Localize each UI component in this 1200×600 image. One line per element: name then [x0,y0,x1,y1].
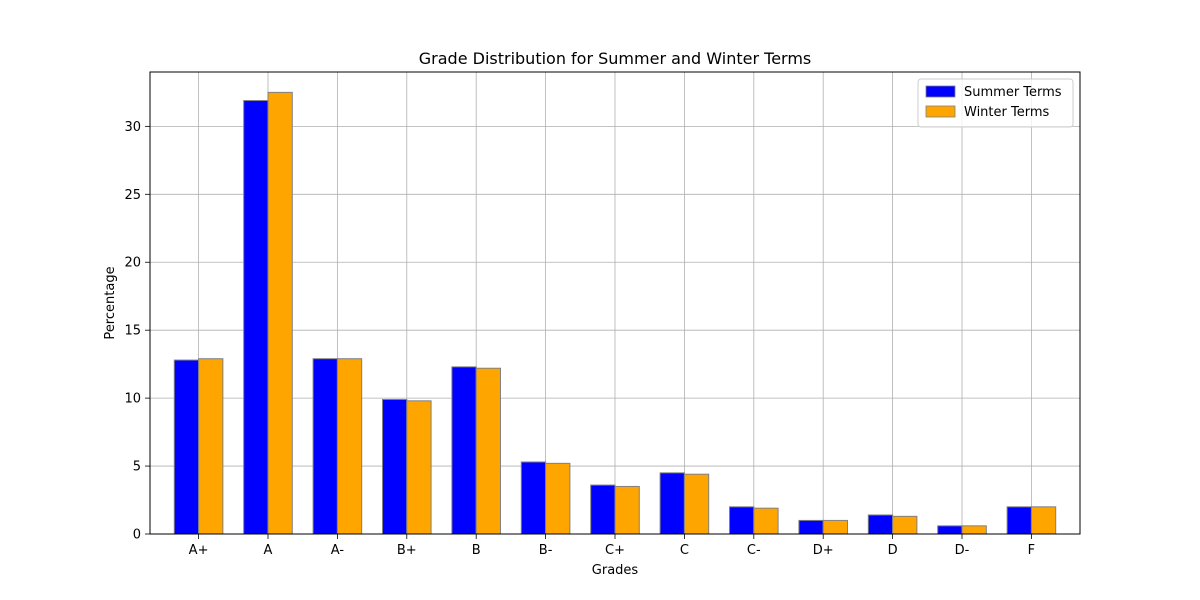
bars [173,91,1057,535]
legend-frame [917,78,1074,128]
bar-winter-terms-b-minus [545,462,571,535]
bar-summer-terms-b-plus [382,398,408,535]
bar-winter-terms-d [892,515,918,535]
x-tick-label-f: F [1028,543,1035,558]
bar-summer-terms-a [243,100,269,535]
bar-winter-terms-a-minus [336,358,363,535]
bar-summer-terms-b [451,366,477,535]
x-tick-label-b: B [472,543,481,558]
y-tick-label: 0 [133,528,141,543]
x-tick-label-a: A [264,543,273,558]
bar-winter-terms-a-plus [198,358,224,535]
bar-winter-terms-c-plus [614,485,640,535]
x-tick-label-c: C [680,543,689,558]
bar-summer-terms-d [867,514,894,535]
bar-summer-terms-d-plus [798,519,824,535]
x-tick-label-c-plus: C+ [605,543,625,558]
x-axis-label: Grades [592,563,639,578]
bar-winter-terms-f [1030,506,1057,535]
bar-summer-terms-c-minus [729,506,755,535]
x-tick-label-d: D [888,543,898,558]
bar-winter-terms-c-minus [753,507,779,535]
legend: Summer Terms Winter Terms [917,78,1074,128]
bar-summer-terms-c-plus [590,484,616,535]
bar-summer-terms-f [1006,506,1032,535]
bar-winter-terms-d-minus [961,525,987,535]
y-tick-label: 25 [124,188,141,203]
chart-title: Grade Distribution for Summer and Winter… [419,49,812,68]
bar-summer-terms-d-minus [937,525,963,535]
bar-summer-terms-b-minus [520,461,547,535]
y-tick-label: 5 [133,460,141,475]
bar-winter-terms-a [267,91,293,535]
bar-winter-terms-c [683,473,710,535]
x-tick-label-d-plus: D+ [813,543,834,558]
legend-label-summer-terms: Summer Terms [964,85,1062,100]
bar-summer-terms-a-minus [312,358,338,535]
bar-summer-terms-c [659,472,685,535]
x-tick-label-d-minus: D- [955,543,970,558]
bar-winter-terms-b-plus [406,400,432,535]
x-tick-label-b-minus: B- [539,543,553,558]
y-axis-label: Percentage [103,266,118,339]
x-tick-label-c-minus: C- [747,543,761,558]
bar-summer-terms-a-plus [173,359,200,535]
grid-lines [150,72,1080,535]
x-tick-label-a-minus: A- [331,543,345,558]
x-tick-label-b-plus: B+ [397,543,417,558]
bar-winter-terms-b [475,367,501,535]
y-tick-label: 15 [124,324,141,339]
y-tick-label: 10 [124,392,141,407]
y-tick-label: 20 [124,256,141,271]
y-tick-label: 30 [124,120,141,135]
x-tick-label-a-plus: A+ [189,543,209,558]
bar-winter-terms-d-plus [822,519,849,535]
axis-ticks: 0 5 10 15 20 25 30 A+ A A- B+ B B- C+ C C- D+ D D- F [124,120,1035,558]
legend-swatch-summer-terms [925,85,956,98]
legend-swatch-winter-terms [925,105,956,118]
legend-label-winter-terms: Winter Terms [964,105,1050,120]
